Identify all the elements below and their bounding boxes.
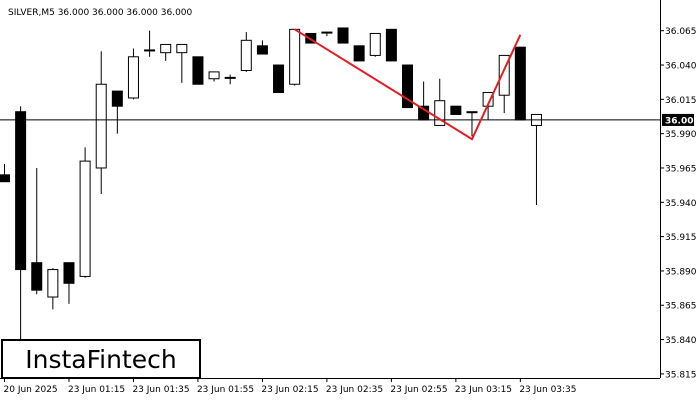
- symbol-header: SILVER,M5 36.000 36.000 36.000 36.000: [8, 8, 193, 18]
- candle-body-bull: [224, 76, 236, 79]
- candle: [514, 46, 526, 121]
- brand-logo: InstaFintech: [1, 339, 201, 379]
- candle-body-bull: [95, 83, 107, 169]
- x-axis: 20 Jun 2025 23 Jun 01:15 23 Jun 01:35 23 Ju…: [4, 378, 577, 395]
- candle-body-bull: [289, 28, 301, 85]
- candle-body-bear: [385, 28, 397, 62]
- y-tick-label: 36.040: [665, 62, 697, 72]
- candle: [353, 45, 365, 62]
- candle: [289, 28, 301, 86]
- candle-body-bear: [111, 90, 123, 107]
- candle-body-bull: [176, 43, 188, 54]
- candle: [15, 106, 27, 344]
- candle: [418, 81, 430, 121]
- candle-body-bull: [127, 56, 139, 99]
- candle: [402, 64, 413, 109]
- candle: [0, 163, 10, 183]
- candle-body-bull: [47, 269, 59, 298]
- current-price-label: 36.000: [665, 116, 700, 126]
- candle-body-bear: [63, 262, 75, 284]
- x-tick-label: 23 Jun 03:35: [519, 385, 576, 395]
- candles-layer: [0, 27, 660, 344]
- candle: [321, 31, 333, 37]
- candle: [224, 74, 236, 85]
- brand-logo-box: [1, 339, 201, 379]
- candle-body-bull: [369, 32, 381, 56]
- candle: [208, 71, 220, 82]
- y-tick-label: 35.890: [665, 267, 697, 277]
- candle-body-bull: [321, 31, 333, 34]
- current-price-tag: 36.000: [662, 113, 700, 126]
- candle-body-bear: [402, 64, 413, 109]
- candle-body-bull: [160, 43, 172, 54]
- candle-body-bear: [337, 27, 349, 44]
- y-tick-label: 35.865: [665, 302, 697, 312]
- candle-body-bear: [31, 262, 43, 291]
- candle: [385, 28, 397, 62]
- candle: [63, 262, 75, 304]
- current-price-tag-bg: [662, 113, 694, 126]
- candle: [498, 54, 510, 114]
- candle-body-bear: [353, 45, 365, 62]
- candle: [450, 105, 462, 115]
- y-tick-label: 35.915: [665, 233, 697, 243]
- candle-body-bear: [256, 45, 268, 55]
- candle: [144, 30, 156, 57]
- candle: [176, 43, 188, 83]
- candle-body-bull: [466, 111, 478, 114]
- candle-body-bull: [144, 49, 156, 52]
- x-tick-label: 23 Jun 02:55: [390, 385, 447, 395]
- candle-body-bear: [192, 56, 204, 85]
- brand-logo-text: InstaFintech: [25, 345, 177, 374]
- plot-frame: [0, 0, 661, 379]
- candle: [337, 27, 349, 44]
- y-tick-label: 35.940: [665, 199, 697, 209]
- y-tick-label: 35.965: [665, 164, 697, 174]
- pattern-layer: [294, 28, 522, 141]
- candle: [111, 90, 123, 134]
- y-tick-label: 36.065: [665, 27, 697, 37]
- candle: [240, 32, 252, 72]
- candle-body-bear: [0, 174, 10, 183]
- candle-body-bear: [273, 64, 285, 93]
- y-tick-label: 35.990: [665, 130, 697, 140]
- candle: [369, 32, 381, 57]
- candle: [79, 147, 91, 278]
- candle: [47, 268, 59, 310]
- candle-body-bear: [514, 46, 526, 121]
- candle: [192, 56, 204, 85]
- candle: [530, 113, 542, 206]
- candle: [160, 43, 172, 61]
- candle: [31, 167, 43, 295]
- candle-body-bull: [240, 39, 252, 72]
- x-tick-label: 23 Jun 01:55: [197, 385, 254, 395]
- x-tick-label: 23 Jun 02:15: [261, 385, 318, 395]
- candle-body-bull: [498, 54, 510, 96]
- candle: [256, 40, 268, 55]
- x-tick-label: 23 Jun 02:35: [326, 385, 383, 395]
- candle-body-bear: [15, 111, 27, 271]
- x-tick-label: 23 Jun 03:15: [455, 385, 512, 395]
- candle: [95, 51, 107, 195]
- candle-body-bull: [79, 160, 91, 277]
- x-tick-label: 23 Jun 01:15: [68, 385, 125, 395]
- candle: [273, 64, 285, 93]
- x-tick-label: 23 Jun 01:35: [132, 385, 189, 395]
- candle-body-bull: [208, 71, 220, 80]
- y-tick-label: 35.840: [665, 336, 697, 346]
- candle: [466, 111, 478, 137]
- pattern-trend-line: [294, 28, 522, 141]
- x-tick-label: 20 Jun 2025: [4, 385, 58, 395]
- y-tick-label: 35.815: [665, 370, 697, 380]
- candle: [127, 48, 139, 100]
- candle: [434, 78, 446, 126]
- y-axis: 36.065 36.040 36.015 35.990 35.965 35.940 35.9…: [660, 27, 697, 380]
- candle-body-bull: [434, 100, 446, 126]
- candle-body-bear: [450, 105, 462, 115]
- y-tick-label: 36.015: [665, 96, 697, 106]
